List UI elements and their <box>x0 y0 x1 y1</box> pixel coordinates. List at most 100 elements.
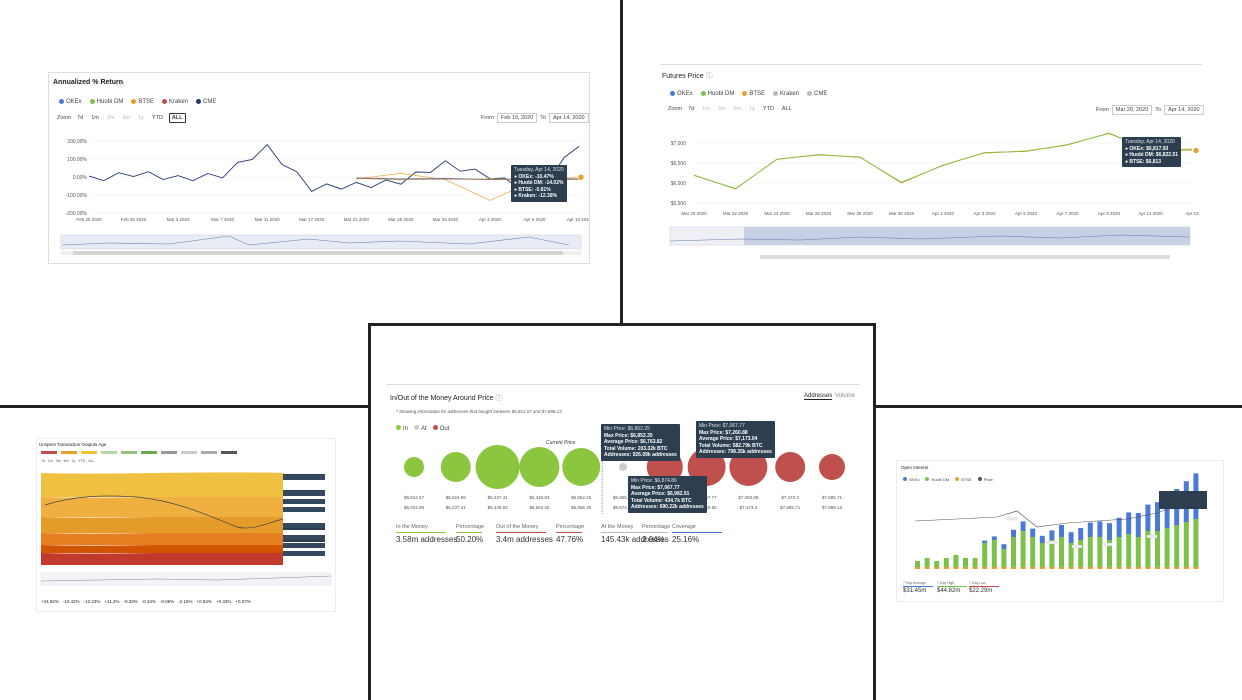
zoom-3m[interactable]: 3m <box>106 115 115 121</box>
from-input[interactable]: Feb 19, 2020 <box>496 113 538 123</box>
bar-btse <box>972 567 978 569</box>
bar-btse <box>1126 567 1132 569</box>
zoom-1m[interactable]: 1m <box>702 106 710 112</box>
bar-okex <box>1039 535 1045 543</box>
oi-legend: OKEx Huobi DM BTSE Price <box>903 477 993 482</box>
zoom-1y[interactable]: 1y <box>71 459 76 463</box>
legend-item-in[interactable]: In <box>396 425 408 432</box>
bar-btse <box>991 567 997 569</box>
x-tick-label: Apr 9 2020 <box>1098 211 1121 216</box>
info-icon[interactable]: ⓘ <box>705 73 713 80</box>
tooltip-line: Average Price: $6,763.82 <box>604 439 663 445</box>
bar-huobi <box>915 561 920 567</box>
zoom-3m[interactable]: 3m <box>55 459 61 463</box>
legend-item-price[interactable]: Price <box>977 477 993 482</box>
bar-btse <box>1030 567 1036 569</box>
return-title: Annualized % Return <box>53 79 124 86</box>
zoom-all[interactable]: ALL <box>168 113 186 123</box>
zoom-6m[interactable]: 6m <box>122 115 131 121</box>
utxo-bottom-value: +0.84% <box>196 599 212 604</box>
to-input[interactable]: Apr 14, 2020 <box>549 113 589 123</box>
bar-btse <box>934 567 940 569</box>
legend-item-huobi-dm[interactable]: Huobi DM <box>700 91 734 97</box>
legend-item-cme[interactable]: CME <box>807 91 827 97</box>
bubble-out <box>775 452 806 482</box>
zoom-7d[interactable]: 7d <box>77 115 84 121</box>
legend-item-okex[interactable]: OKEx <box>59 99 82 105</box>
legend-label: Huobi DM <box>931 477 950 482</box>
legend-item-huobi-dm[interactable]: Huobi DM <box>925 477 949 482</box>
legend-item-okex[interactable]: OKEx <box>903 477 919 482</box>
to-input[interactable]: Apr 14, 2020 <box>1164 105 1204 115</box>
tooltip-line: ● OKEx: $6,817.93 <box>1125 145 1169 152</box>
bar-okex <box>1030 528 1036 537</box>
legend-label: Huobi DM <box>96 99 124 106</box>
bar-btse <box>963 567 968 569</box>
info-icon[interactable]: ⓘ <box>117 81 124 88</box>
legend-item-okex[interactable]: OKEx <box>670 91 693 97</box>
bar-btse <box>1145 567 1151 569</box>
legend-item-at[interactable]: At <box>414 425 427 432</box>
legend-dot-icon <box>903 477 907 481</box>
bar-huobi <box>934 561 940 567</box>
tab-addresses[interactable]: Addresses <box>804 393 833 400</box>
zoom-ytd[interactable]: YTD <box>151 115 163 121</box>
bar-huobi <box>1126 534 1132 567</box>
legend-item-kraken[interactable]: Kraken <box>162 99 188 105</box>
tab-volume[interactable]: Volume <box>835 393 856 399</box>
x-tick-label: Apr 1 2020 <box>932 211 955 216</box>
bin-label-low: $6,237.41 <box>488 495 509 500</box>
zoom-1m[interactable]: 1m <box>47 459 53 463</box>
stat-value: 145.43k addresses <box>601 535 669 544</box>
oi-tooltip <box>1159 491 1207 509</box>
bar-btse <box>1164 567 1170 569</box>
bar-btse <box>953 567 959 569</box>
info-icon[interactable]: ⓘ <box>495 395 503 402</box>
zoom-all[interactable]: ALL <box>88 459 95 463</box>
bar-btse <box>1107 567 1112 569</box>
tooltip-line: ● Huobi DM: $6,822.51 <box>1125 152 1179 158</box>
legend-item-btse[interactable]: BTSE <box>131 99 154 105</box>
zoom-3m[interactable]: 3m <box>717 106 726 112</box>
legend-item-btse[interactable]: BTSE <box>742 91 765 97</box>
zoom-1y[interactable]: 1y <box>138 115 144 121</box>
zoom-1m[interactable]: 1m <box>91 115 99 121</box>
legend-label: Kraken <box>169 99 189 106</box>
legend-item-btse[interactable]: BTSE <box>955 477 972 482</box>
bar-btse <box>1087 567 1093 569</box>
x-tick-label: Apr 6 2020 <box>523 217 546 222</box>
zoom-1y[interactable]: 1y <box>749 106 755 112</box>
x-tick-label: Mar 26 2020 <box>806 211 832 216</box>
legend-item-huobi-dm[interactable]: Huobi DM <box>89 99 124 106</box>
zoom-ytd[interactable]: YTD <box>78 459 86 463</box>
stat-value: 3.58m addresses <box>396 535 458 544</box>
zoom-all[interactable]: ALL <box>781 106 792 112</box>
zoom-ytd[interactable]: YTD <box>762 106 774 112</box>
zoom-6m[interactable]: 6m <box>63 459 69 463</box>
futures-legend: OKEx Huobi DM BTSE Kraken CME <box>670 91 827 97</box>
stat-label: 7 Day Average <box>903 581 926 585</box>
bar-btse <box>1001 567 1007 569</box>
legend-dot-icon <box>396 425 401 430</box>
stat-value: 50.20% <box>456 535 484 544</box>
legend-item-cme[interactable]: CME <box>196 99 216 105</box>
x-tick-label: Mar 20 2020 <box>681 211 707 216</box>
bar-okex <box>1155 502 1160 531</box>
legend-item-out[interactable]: Out <box>432 425 449 432</box>
bar-huobi <box>1116 537 1122 567</box>
tooltip-line: Tuesday, Apr 14, 2020 <box>1125 139 1175 145</box>
bar-okex <box>1068 532 1074 543</box>
legend-item-kraken[interactable]: Kraken <box>773 91 799 97</box>
stat-label: Coverage <box>672 524 696 530</box>
return-zoom: Zoom 7d 1m 3m 6m 1y YTD ALL <box>57 113 186 123</box>
utxo-chart <box>40 472 332 586</box>
zoom-6m[interactable]: 6m <box>733 106 742 112</box>
x-tick-label: Apr 11 2020 <box>1138 211 1163 216</box>
from-input[interactable]: Mar 20, 2020 <box>1111 105 1153 115</box>
bubble-in <box>519 447 560 487</box>
legend-dot-icon <box>925 477 930 481</box>
zoom-7d[interactable]: 7d <box>41 459 45 463</box>
current-price-label: Current Price <box>546 440 576 446</box>
utxo-bottom-value: +0.07% <box>235 599 251 604</box>
zoom-7d[interactable]: 7d <box>688 106 695 112</box>
